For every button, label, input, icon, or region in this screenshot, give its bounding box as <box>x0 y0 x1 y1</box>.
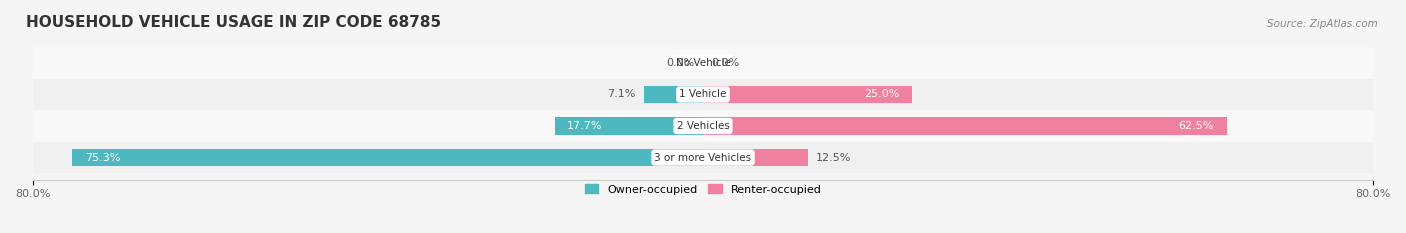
Bar <box>703 117 1226 135</box>
Text: Source: ZipAtlas.com: Source: ZipAtlas.com <box>1267 19 1378 29</box>
Text: 7.1%: 7.1% <box>607 89 636 99</box>
Text: 12.5%: 12.5% <box>815 153 852 163</box>
Bar <box>32 142 1374 173</box>
Bar <box>703 149 807 166</box>
Text: 0.0%: 0.0% <box>666 58 695 68</box>
Text: No Vehicle: No Vehicle <box>675 58 731 68</box>
Text: 2 Vehicles: 2 Vehicles <box>676 121 730 131</box>
Text: 1 Vehicle: 1 Vehicle <box>679 89 727 99</box>
Text: 3 or more Vehicles: 3 or more Vehicles <box>654 153 752 163</box>
Text: 0.0%: 0.0% <box>711 58 740 68</box>
Text: 62.5%: 62.5% <box>1178 121 1215 131</box>
Text: 17.7%: 17.7% <box>567 121 603 131</box>
Text: HOUSEHOLD VEHICLE USAGE IN ZIP CODE 68785: HOUSEHOLD VEHICLE USAGE IN ZIP CODE 6878… <box>25 15 441 30</box>
Bar <box>703 86 912 103</box>
Bar <box>32 47 1374 79</box>
Bar <box>32 79 1374 110</box>
Bar <box>32 110 1374 142</box>
Text: 25.0%: 25.0% <box>865 89 900 99</box>
Bar <box>644 86 703 103</box>
Text: 75.3%: 75.3% <box>84 153 120 163</box>
Bar <box>555 117 703 135</box>
Bar <box>72 149 703 166</box>
Legend: Owner-occupied, Renter-occupied: Owner-occupied, Renter-occupied <box>581 180 825 199</box>
